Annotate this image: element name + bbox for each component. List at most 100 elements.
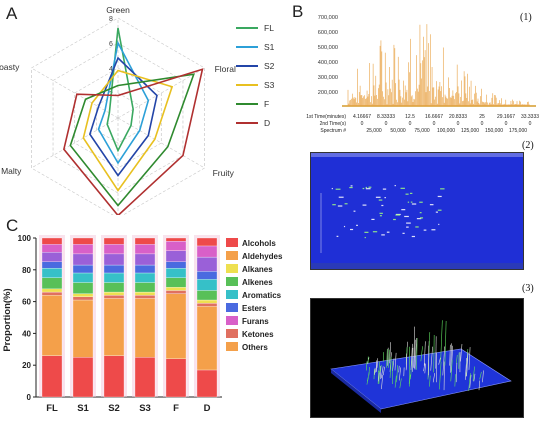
bar-segment [41, 237, 63, 245]
surface-peak [450, 343, 453, 373]
ms-axis-tick-label: 0 [481, 121, 484, 127]
bar-segment [103, 253, 125, 266]
bar-ytick-label: 40 [22, 329, 31, 338]
surface-peak [387, 347, 389, 366]
surface-peak [454, 374, 456, 387]
radar-legend-label: D [264, 118, 270, 128]
bar-category-label: S2 [108, 403, 120, 414]
contour-spot [335, 188, 341, 190]
ms-ytick-label: 200,000 [318, 90, 338, 96]
contour-spot [350, 228, 354, 231]
bar-segment [41, 261, 63, 269]
surface-peak [473, 373, 476, 382]
bar-segment [134, 253, 156, 266]
bar-category-label: S3 [139, 403, 151, 414]
contour-spot [364, 236, 366, 239]
radar-series-f [69, 73, 195, 207]
radar-grid-ring [31, 17, 205, 215]
ms-row-label: 1st Time(minutes) [306, 114, 346, 120]
bar-segment [196, 369, 218, 398]
contour-spot [411, 235, 416, 238]
contour-spot [400, 187, 405, 189]
contour-spot [349, 186, 353, 189]
bar-segment [196, 245, 218, 258]
bar-segment [41, 355, 63, 398]
radar-tick-label: 4 [109, 66, 113, 73]
radar-legend-label: F [264, 99, 269, 109]
bar-legend-label: Furans [242, 317, 269, 326]
contour-spot [393, 218, 396, 221]
gcxgc-contour-plot [310, 152, 524, 270]
bar-segment [165, 261, 187, 269]
bar-segment [103, 291, 125, 296]
contour-spot [431, 229, 436, 231]
ms-axis-tick-label: 0 [361, 121, 364, 127]
surface-peak [455, 362, 458, 383]
surface-peak [375, 362, 378, 373]
contour-spot [350, 185, 353, 187]
bar-legend-swatch [226, 264, 238, 273]
surface-peak [366, 377, 369, 385]
surface-peak [444, 320, 447, 366]
bar-segment [196, 299, 218, 304]
surface-peak [394, 375, 397, 388]
contour-spot [406, 222, 411, 224]
contour-spot [435, 211, 438, 213]
contour-spot [379, 215, 382, 217]
ms-ytick-label: 400,000 [318, 60, 338, 66]
bar-legend-swatch [226, 290, 238, 299]
bar-segment [196, 256, 218, 272]
bar-segment [41, 291, 63, 296]
contour-spot [375, 196, 381, 198]
ms-ytick-label: 700,000 [318, 15, 338, 21]
ms-axis-tick-label: 175,000 [509, 128, 527, 134]
chromatogram-chart: 700,000 600,000 500,000 400,000 300,000 200,0… [306, 15, 539, 134]
bar-category-label: FL [46, 403, 58, 414]
surface-peak [366, 361, 368, 371]
ms-ytick-label: 600,000 [318, 30, 338, 36]
surface-peak [389, 356, 392, 378]
surface-peak [387, 349, 390, 368]
surface-peak [378, 361, 380, 372]
ms-row-label: Spectrum # [320, 128, 346, 134]
surface-peak [449, 344, 451, 366]
surface-peak [413, 326, 415, 368]
bar-legend-swatch [226, 238, 238, 247]
bar-legend-label: Alcohols [242, 239, 276, 248]
contour-spot [362, 187, 365, 190]
bar-segment [165, 287, 187, 291]
surface-peak [374, 367, 376, 375]
surface-peak [468, 373, 471, 391]
surface-peak [469, 374, 472, 388]
surface-peak [456, 354, 458, 364]
bar-legend-swatch [226, 303, 238, 312]
bar-segment [196, 290, 218, 301]
bar-segment [196, 303, 218, 307]
contour-spot [407, 201, 410, 203]
surface-peak [378, 372, 380, 382]
ms-axis-tick-label: 16.6667 [425, 114, 443, 120]
bar-segment [134, 298, 156, 358]
bar-legend-label: Aromatics [242, 291, 282, 300]
bar-legend-label: Esters [242, 304, 267, 313]
contour-spot [356, 224, 358, 226]
bar-segment [196, 279, 218, 291]
bar-category-label: D [204, 403, 211, 414]
contour-spot [395, 214, 401, 216]
surface-peak [430, 346, 433, 371]
bar-ytick-label: 80 [22, 266, 31, 275]
bar-segment [41, 288, 63, 293]
panel-letter-b: B [292, 2, 304, 21]
ms-row-label: 2nd Time(s) [320, 121, 347, 127]
bar-legend-label: Aldehydes [242, 252, 283, 261]
contour-spot [437, 195, 442, 198]
ms-axis-tick-label: 100,000 [437, 128, 455, 134]
bar-segment [165, 277, 187, 288]
surface-plot-image [330, 320, 512, 413]
contour-spot [337, 205, 343, 207]
contour-spot [338, 196, 344, 198]
bar-segment [134, 357, 156, 398]
surface-peak [439, 361, 442, 390]
surface-peak [450, 359, 453, 382]
surface-peak [414, 339, 416, 369]
